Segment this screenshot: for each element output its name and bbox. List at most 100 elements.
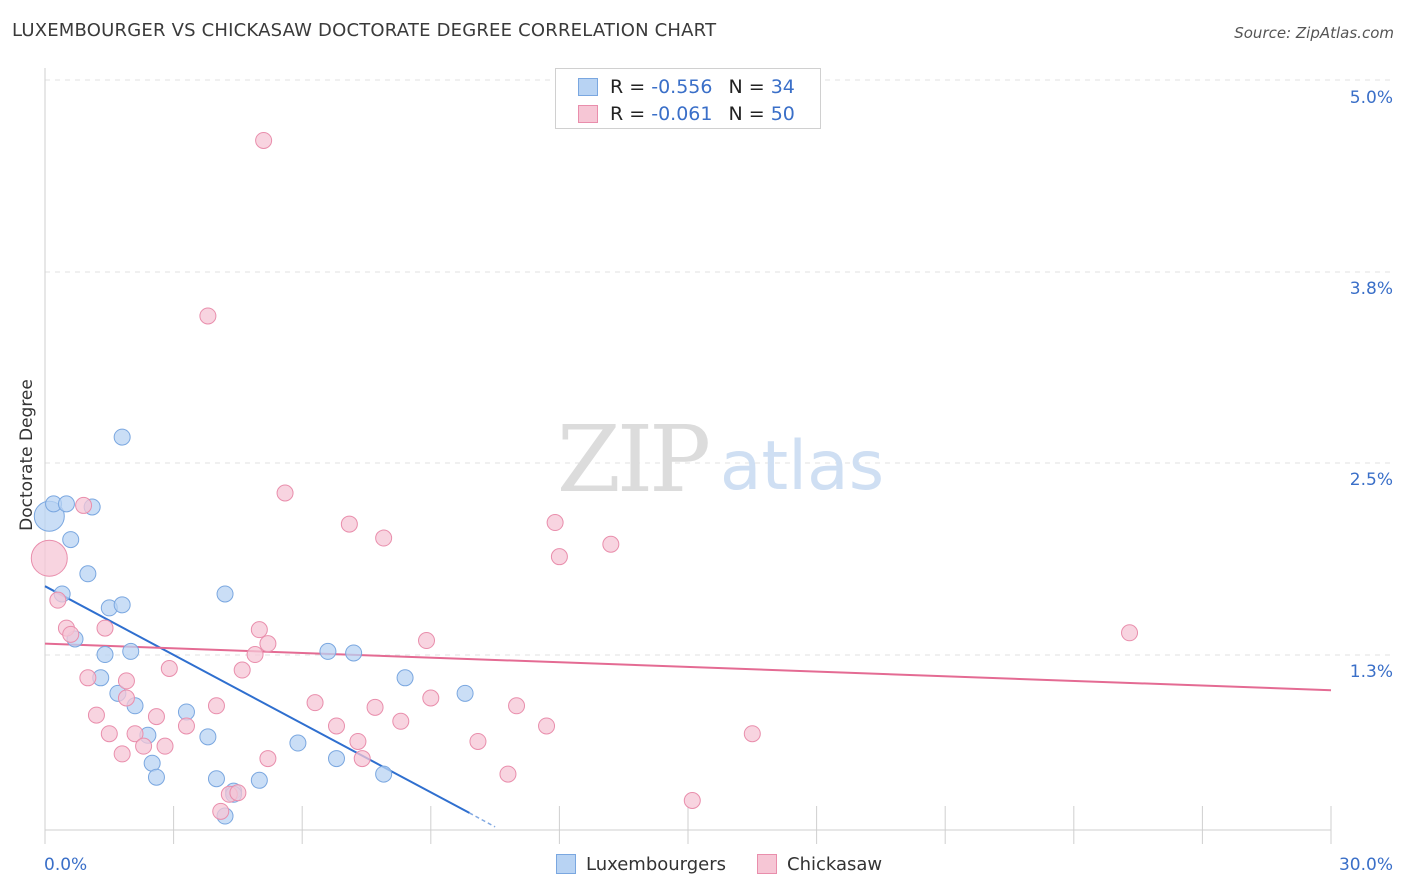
- data-points: [30, 131, 1139, 825]
- axes: [44, 68, 1332, 844]
- point-chickasaw: [508, 697, 526, 715]
- point-chickasaw: [546, 514, 564, 532]
- point-chickasaw: [392, 712, 410, 730]
- y-tick-label: 5.0%: [1350, 88, 1393, 108]
- watermark: ZIP atlas: [557, 406, 884, 513]
- point-chickasaw: [207, 697, 225, 715]
- bottom-legend-label: Chickasaw: [787, 853, 883, 875]
- legend-swatch-pink: [578, 105, 598, 123]
- point-chickasaw: [538, 717, 556, 735]
- point-luxembourgers: [319, 642, 337, 660]
- point-luxembourgers: [122, 642, 140, 660]
- source-credit: Source: ZipAtlas.com: [1234, 24, 1394, 42]
- bottom-legend-chickasaw: Chickasaw: [757, 852, 882, 876]
- point-chickasaw: [147, 708, 165, 726]
- legend-row-luxembourgers: R = -0.556 N = 34: [578, 75, 795, 99]
- x-tick-label: 0.0%: [44, 855, 87, 875]
- point-chickasaw: [683, 791, 701, 809]
- point-chickasaw: [602, 535, 620, 553]
- point-chickasaw: [49, 591, 67, 609]
- point-luxembourgers: [62, 531, 80, 549]
- bottom-legend-swatch-pink: [757, 854, 777, 874]
- point-chickasaw: [156, 737, 174, 755]
- point-chickasaw: [113, 745, 131, 763]
- bottom-legend-label: Luxembourgers: [586, 853, 727, 875]
- point-luxembourgers: [396, 669, 414, 687]
- chart-title: LUXEMBOURGER VS CHICKASAW DOCTORATE DEGR…: [12, 20, 717, 41]
- legend-row-chickasaw: R = -0.061 N = 50: [578, 102, 795, 126]
- point-luxembourgers: [345, 644, 363, 662]
- point-chickasaw: [126, 725, 144, 743]
- x-tick-label: 30.0%: [1339, 855, 1393, 875]
- point-chickasaw: [87, 706, 105, 724]
- point-chickasaw: [75, 496, 93, 514]
- point-chickasaw: [422, 689, 440, 707]
- trendline-luxembourgers-extension: [469, 812, 496, 828]
- point-luxembourgers: [199, 728, 217, 746]
- point-chickasaw: [327, 717, 345, 735]
- point-chickasaw: [79, 669, 97, 687]
- point-chickasaw: [340, 515, 358, 533]
- point-chickasaw: [233, 661, 251, 679]
- point-luxembourgers: [250, 771, 268, 789]
- legend-r-label: R =: [610, 103, 646, 125]
- point-chickasaw: [229, 784, 247, 802]
- point-luxembourgers: [96, 646, 114, 664]
- point-chickasaw: [255, 131, 273, 149]
- point-chickasaw: [306, 694, 324, 712]
- point-chickasaw: [246, 646, 264, 664]
- legend-n-value: 50: [770, 103, 795, 125]
- legend-n-label: N =: [728, 76, 765, 98]
- legend-r-value: -0.061: [651, 103, 713, 125]
- watermark-zip: ZIP: [557, 406, 708, 513]
- point-luxembourgers: [207, 770, 225, 788]
- point-chickasaw: [212, 802, 230, 820]
- legend-n-label: N =: [728, 103, 765, 125]
- trendline-luxembourgers: [44, 585, 470, 814]
- point-chickasaw: [160, 659, 178, 677]
- point-chickasaw: [276, 484, 294, 502]
- y-tick-label: 2.5%: [1350, 470, 1393, 490]
- legend-n-value: 34: [770, 76, 795, 98]
- point-chickasaw: [100, 725, 118, 743]
- point-luxembourgers: [57, 495, 75, 513]
- point-luxembourgers: [216, 585, 234, 603]
- point-luxembourgers: [375, 765, 393, 783]
- point-chickasaw: [96, 619, 114, 637]
- point-chickasaw: [375, 529, 393, 547]
- point-chickasaw: [117, 689, 135, 707]
- stats-legend: R = -0.556 N = 34 R = -0.061 N = 50: [555, 68, 821, 129]
- point-chickasaw: [177, 717, 195, 735]
- gridlines: [45, 79, 1394, 656]
- legend-r-label: R =: [610, 76, 646, 98]
- point-chickasaw: [550, 548, 568, 566]
- point-chickasaw: [30, 539, 68, 577]
- point-luxembourgers: [113, 596, 131, 614]
- legend-r-value: -0.556: [651, 76, 713, 98]
- point-chickasaw: [259, 750, 277, 768]
- point-chickasaw: [62, 625, 80, 643]
- point-chickasaw: [353, 750, 371, 768]
- point-luxembourgers: [79, 565, 97, 583]
- point-chickasaw: [259, 635, 277, 653]
- point-chickasaw: [366, 698, 384, 716]
- point-chickasaw: [117, 672, 135, 690]
- point-chickasaw: [349, 732, 367, 750]
- point-chickasaw: [135, 737, 153, 755]
- legend-swatch-blue: [578, 78, 598, 96]
- point-chickasaw: [418, 632, 436, 650]
- y-tick-label: 3.8%: [1350, 279, 1393, 299]
- point-chickasaw: [469, 732, 487, 750]
- point-chickasaw: [1121, 624, 1139, 642]
- point-chickasaw: [499, 765, 517, 783]
- point-chickasaw: [743, 725, 761, 743]
- watermark-atlas: atlas: [720, 427, 884, 506]
- point-chickasaw: [199, 307, 217, 325]
- point-luxembourgers: [327, 750, 345, 768]
- y-tick-label: 1.3%: [1350, 662, 1393, 682]
- point-chickasaw: [250, 621, 268, 639]
- tick-labels: 1.3% 2.5% 3.8% 5.0% 0.0% 30.0%: [44, 88, 1393, 875]
- bottom-legend-luxembourgers: Luxembourgers: [556, 852, 726, 876]
- point-luxembourgers: [113, 428, 131, 446]
